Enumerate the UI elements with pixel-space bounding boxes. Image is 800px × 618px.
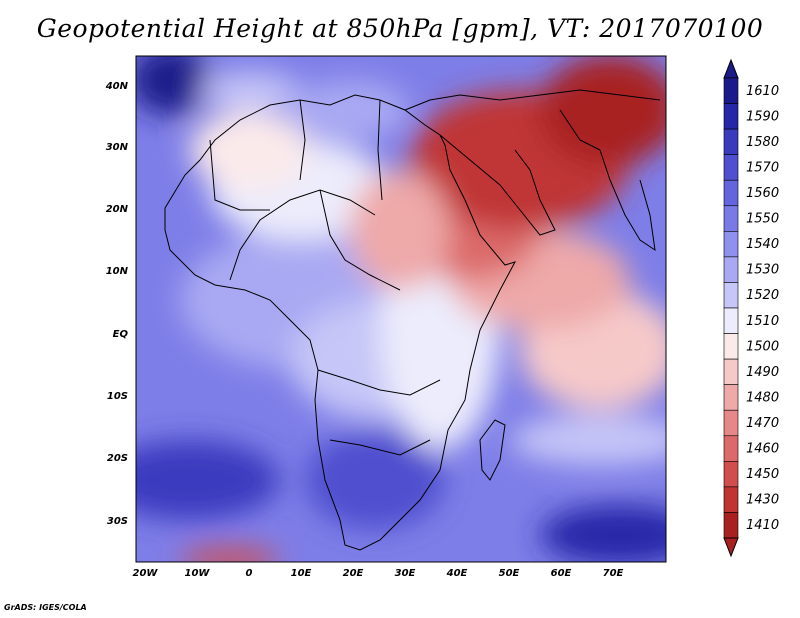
colorbar-level-label: 1540 <box>746 237 779 252</box>
colorbar-cell <box>723 205 739 232</box>
lat-label: 30S <box>107 516 128 527</box>
coastlines <box>164 89 661 551</box>
lat-label: 20N <box>106 204 129 215</box>
colorbar: 1610 1590 1580 1570 1560 1550 1540 1530 1520 1510… <box>723 58 779 558</box>
map-title: Geopotential Height at 850hPa [gpm], VT:… <box>36 14 764 43</box>
colorbar-cell <box>723 486 739 513</box>
lon-label: 40E <box>446 568 468 579</box>
colorbar-level-label: 1500 <box>746 339 779 354</box>
lon-label: 60E <box>551 568 572 579</box>
lon-label: 20E <box>343 568 364 579</box>
height-field <box>136 56 666 562</box>
colorbar-cell <box>723 282 739 309</box>
colorbar-cell <box>723 358 739 385</box>
lon-label: 20W <box>133 568 159 579</box>
colorbar-level-label: 1480 <box>746 390 779 405</box>
colorbar-level-label: 1590 <box>746 109 779 124</box>
lon-label: 50E <box>499 568 520 579</box>
colorbar-level-label: 1550 <box>746 212 779 227</box>
colorbar-cell <box>723 409 739 437</box>
colorbar-level-label: 1460 <box>746 442 779 457</box>
colorbar-cell <box>723 333 739 360</box>
colorbar-cell <box>723 256 739 283</box>
colorbar-top-arrow <box>723 58 739 79</box>
lon-label: 70E <box>603 568 624 579</box>
lon-label: 10W <box>185 568 211 579</box>
colorbar-level-label: 1520 <box>746 288 779 303</box>
colorbar-cell <box>723 179 739 207</box>
colorbar-level-label: 1560 <box>746 186 779 201</box>
colorbar-level-label: 1410 <box>746 518 779 533</box>
lat-label: 10S <box>107 391 128 402</box>
lon-label: 0 <box>246 568 253 579</box>
colorbar-level-label: 1450 <box>746 467 779 482</box>
colorbar-cell <box>723 461 739 488</box>
colorbar-cell <box>723 512 739 539</box>
colorbar-level-label: 1510 <box>746 314 779 329</box>
colorbar-cell <box>723 384 739 411</box>
lat-label: 20S <box>107 453 128 464</box>
colorbar-cell <box>723 154 739 181</box>
lat-label: 40N <box>105 81 129 92</box>
lon-axis: 20W 10W 0 10E 20E 30E 40E 50E 60E 70E <box>133 568 624 579</box>
plot-frame <box>135 55 667 563</box>
lat-label: 10N <box>106 266 129 277</box>
grads-credit: GrADS: IGES/COLA <box>4 603 87 612</box>
lon-label: 30E <box>395 568 416 579</box>
colorbar-cell <box>723 77 739 104</box>
colorbar-level-label: 1430 <box>746 493 779 508</box>
colorbar-level-label: 1470 <box>746 416 779 431</box>
colorbar-level-label: 1580 <box>746 135 779 150</box>
colorbar-cell <box>723 435 739 462</box>
lat-label: EQ <box>113 329 129 340</box>
colorbar-level-label: 1610 <box>746 84 779 99</box>
colorbar-level-label: 1570 <box>746 160 779 175</box>
lat-axis: 40N 30N 20N 10N EQ 10S 20S 30S <box>105 81 129 527</box>
lon-label: 10E <box>291 568 312 579</box>
colorbar-cell <box>723 128 739 155</box>
colorbar-level-label: 1530 <box>746 263 779 278</box>
lat-label: 30N <box>106 142 129 153</box>
colorbar-cell <box>723 103 739 130</box>
colorbar-cell <box>723 307 739 334</box>
colorbar-cell <box>723 231 739 258</box>
colorbar-level-label: 1490 <box>746 365 779 380</box>
colorbar-bottom-arrow <box>723 537 739 558</box>
